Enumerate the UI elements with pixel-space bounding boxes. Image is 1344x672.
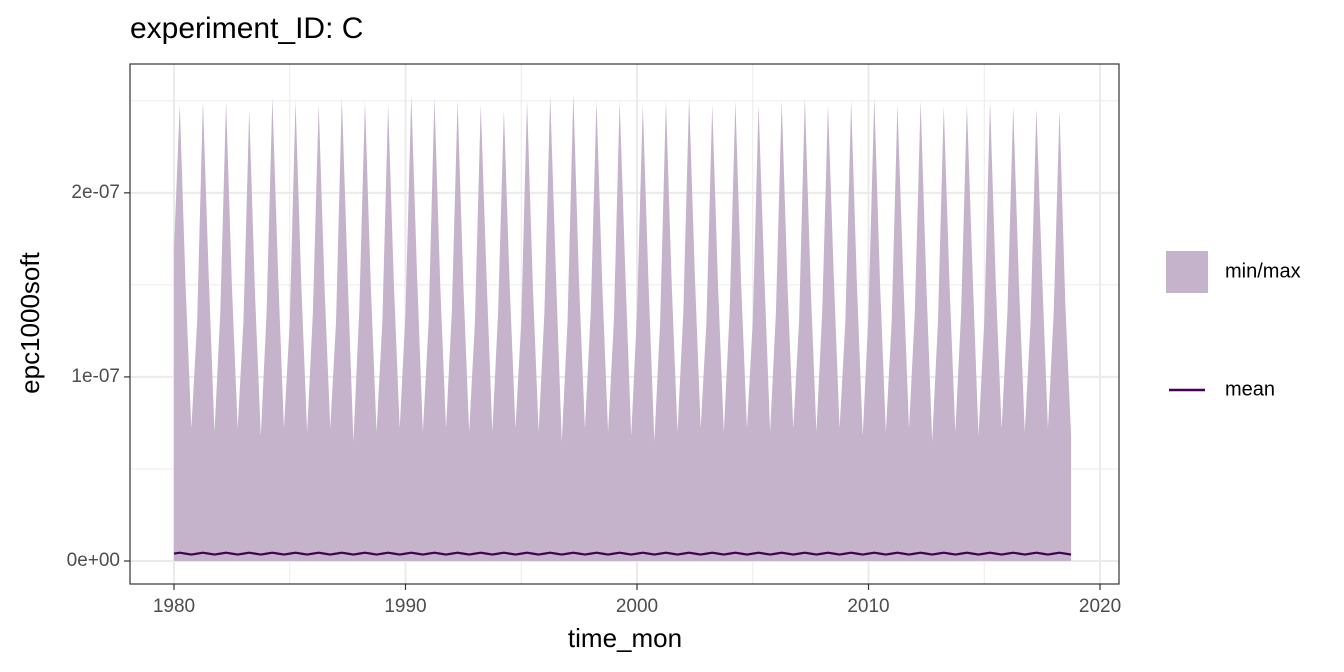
chart-title: experiment_ID: C <box>130 12 363 45</box>
y-axis-title: epc1000soft <box>15 251 45 393</box>
legend-label: mean <box>1225 378 1275 400</box>
legend-key <box>1166 251 1208 293</box>
panel-border <box>129 63 1120 585</box>
x-tick-label: 2020 <box>1079 596 1121 617</box>
min-max-ribbon <box>173 93 1072 561</box>
y-tick-label: 0e+00 <box>67 550 120 571</box>
x-tick-label: 2000 <box>616 596 658 617</box>
x-tick-label: 1990 <box>384 596 426 617</box>
x-axis-title: time_mon <box>568 623 682 653</box>
legend-label: min/max <box>1225 260 1301 282</box>
legend: min/max mean <box>1166 251 1301 400</box>
axes: 1980 1990 2000 2010 2020 0e+00 1e-07 2e-07 <box>67 182 1122 617</box>
x-tick-label: 2010 <box>847 596 889 617</box>
y-tick-label: 1e-07 <box>71 366 120 387</box>
mean-line <box>173 551 1072 556</box>
y-tick-label: 2e-07 <box>71 182 120 203</box>
plot-area <box>173 93 1072 561</box>
x-tick-label: 1980 <box>153 596 195 617</box>
